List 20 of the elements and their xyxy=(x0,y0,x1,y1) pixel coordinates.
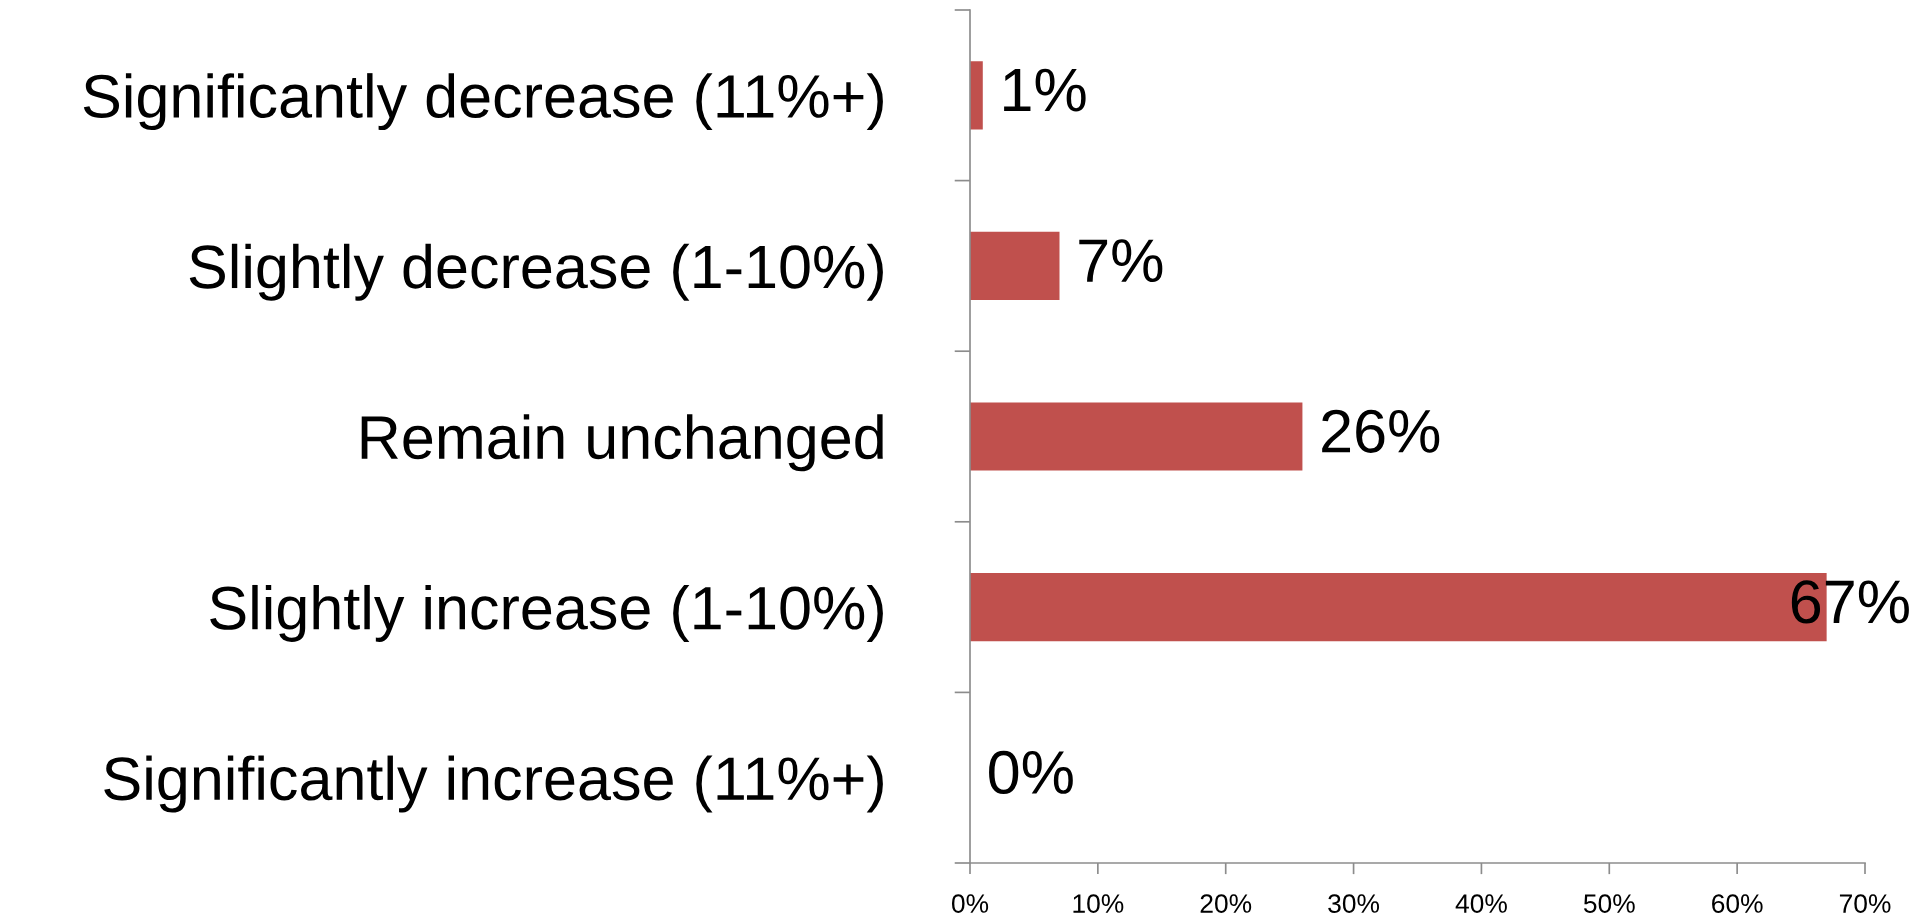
y-tick-label: Remain unchanged xyxy=(361,414,883,472)
data-label: 1% xyxy=(1004,68,1086,112)
data-label: 26% xyxy=(1322,409,1440,453)
data-label: 7% xyxy=(1079,239,1163,283)
y-tick-label: Significantly decrease (11%+) xyxy=(83,73,883,131)
x-tick-label: 0% xyxy=(951,894,989,913)
bar xyxy=(970,61,983,130)
x-tick-label: 40% xyxy=(1455,894,1507,913)
bar xyxy=(970,231,1060,301)
x-tick-label: 10% xyxy=(1073,894,1124,913)
bar xyxy=(970,402,1303,471)
x-tick-label: 50% xyxy=(1583,894,1635,913)
y-tick-label: Slightly increase (1-10%) xyxy=(210,584,883,642)
x-tick-label: 70% xyxy=(1839,894,1891,913)
x-tick-label: 20% xyxy=(1200,894,1252,913)
x-tick-label: 30% xyxy=(1328,894,1380,913)
y-tick-label: Slightly decrease (1-10%) xyxy=(189,243,883,301)
y-tick-label: Significantly increase (11%+) xyxy=(104,755,883,813)
x-tick-label: 60% xyxy=(1712,894,1763,913)
data-label: 0% xyxy=(989,750,1073,795)
